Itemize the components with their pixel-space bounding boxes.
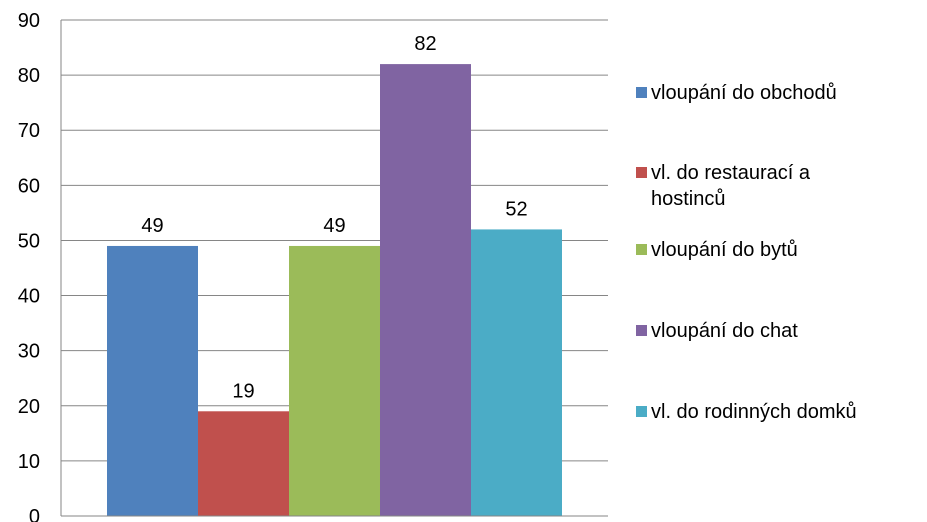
legend-label: vloupání do bytů <box>651 239 798 261</box>
legend-item-4: vl. do rodinných domků <box>636 399 921 425</box>
legend-swatch <box>636 244 647 255</box>
bar-4 <box>471 229 562 516</box>
legend: vloupání do obchodů vl. do restaurací a h… <box>636 0 926 522</box>
data-label-4: 52 <box>505 198 527 220</box>
data-label-2: 49 <box>323 215 345 237</box>
bars <box>107 64 562 516</box>
data-label-1: 19 <box>232 380 254 402</box>
y-tick-label: 40 <box>18 286 40 308</box>
y-tick-label: 20 <box>18 396 40 418</box>
bar-2 <box>289 245 380 516</box>
y-tick-label: 10 <box>18 451 40 473</box>
y-tick-label: 60 <box>18 175 40 197</box>
legend-swatch <box>636 406 647 417</box>
y-tick-label: 70 <box>18 120 40 142</box>
bar-0 <box>107 245 198 516</box>
y-tick-label: 80 <box>18 65 40 87</box>
legend-item-0: vloupání do obchodů <box>636 80 921 106</box>
legend-item-1: vl. do restaurací a hostinců <box>636 160 866 212</box>
data-label-0: 49 <box>141 215 163 237</box>
legend-swatch <box>636 87 647 98</box>
y-tick-label: 50 <box>18 230 40 252</box>
legend-label: vloupání do obchodů <box>651 82 837 104</box>
y-axis-tick-labels: 0 10 20 30 40 50 60 70 80 90 <box>18 10 40 522</box>
legend-item-2: vloupání do bytů <box>636 237 921 263</box>
bar-1 <box>198 411 289 516</box>
y-tick-label: 90 <box>18 10 40 32</box>
legend-item-3: vloupání do chat <box>636 318 921 344</box>
data-labels: 49 19 49 82 52 <box>141 33 527 402</box>
legend-swatch <box>636 167 647 178</box>
legend-label: vl. do rodinných domků <box>651 401 857 423</box>
legend-label: vloupání do chat <box>651 320 798 342</box>
data-label-3: 82 <box>414 33 436 55</box>
legend-swatch <box>636 325 647 336</box>
legend-label: vl. do restaurací a hostinců <box>651 162 810 210</box>
y-tick-label: 30 <box>18 341 40 363</box>
y-tick-label: 0 <box>29 506 40 522</box>
bar-3 <box>380 64 471 516</box>
